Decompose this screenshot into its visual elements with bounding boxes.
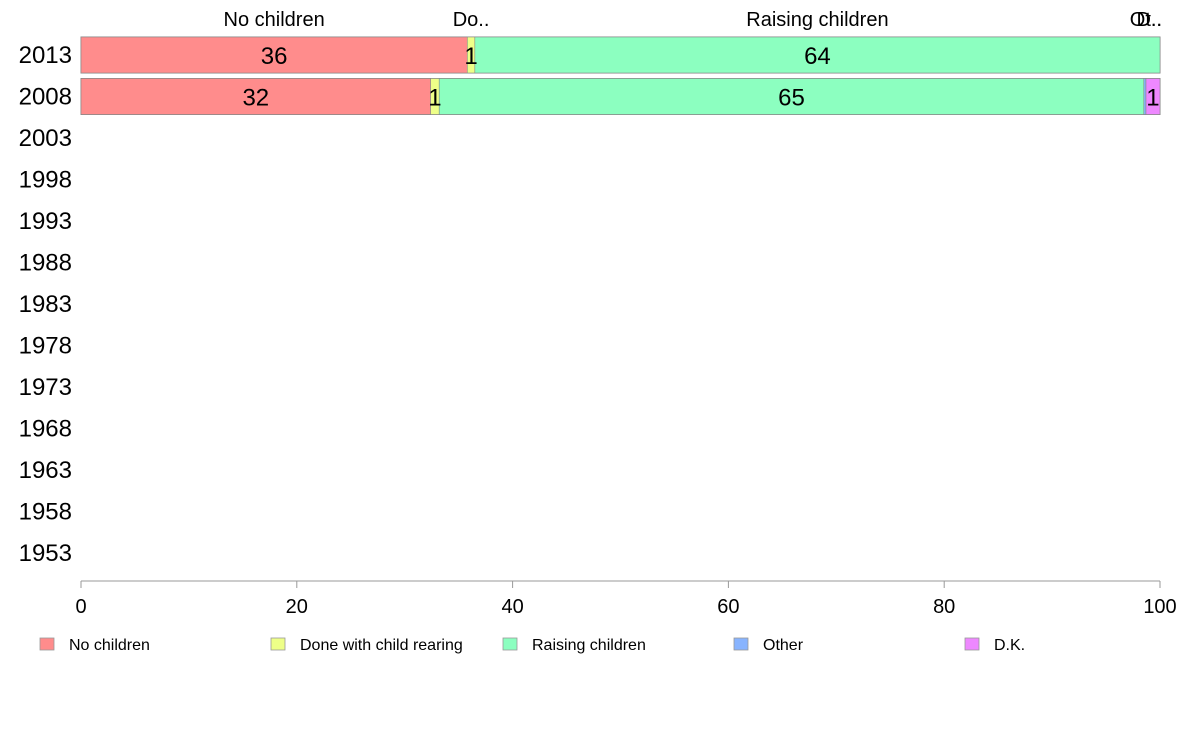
y-tick-label: 2003 (19, 125, 72, 152)
legend-label: D.K. (994, 637, 1025, 654)
bar-segment (438, 78, 1145, 115)
y-tick-label: 2008 (19, 84, 72, 111)
y-tick-label: 2013 (19, 42, 72, 69)
bar-data-label: 65 (778, 85, 805, 112)
legend-swatch (270, 637, 286, 651)
x-tick-label: 100 (1143, 596, 1176, 618)
series-top-label: D.. (1136, 9, 1162, 31)
y-tick-label: 1983 (19, 291, 72, 318)
x-tick-label: 80 (933, 596, 955, 618)
bar-data-label: 1 (464, 43, 477, 70)
x-tick-label: 0 (75, 596, 86, 618)
legend-item: Other (733, 637, 804, 654)
bar-data-label: 36 (261, 43, 288, 70)
legend-swatch (502, 637, 518, 651)
bar-data-label: 32 (242, 85, 269, 112)
series-top-label: No children (224, 9, 325, 31)
y-tick-label: 1963 (19, 457, 72, 484)
y-tick-label: 1973 (19, 374, 72, 401)
series-top-label: Raising children (746, 9, 888, 31)
y-tick-label: 1988 (19, 250, 72, 277)
legend-swatch (39, 637, 55, 651)
y-tick-label: 1968 (19, 416, 72, 443)
x-axis: 0 20 40 60 80 100 (75, 580, 1177, 618)
legend-label: Other (763, 637, 804, 654)
bar-segment (80, 36, 468, 74)
x-tick-label: 40 (501, 596, 523, 618)
y-tick-label: 1978 (19, 333, 72, 360)
legend-item: No children (39, 637, 150, 654)
legend: No children Done with child rearing Raisin… (39, 637, 1025, 654)
legend-item: Done with child rearing (270, 637, 463, 654)
y-tick-label: 1953 (19, 540, 72, 567)
bar-labels-layer: 36 1 64 32 1 65 1 (242, 43, 1159, 112)
legend-label: Done with child rearing (300, 637, 463, 654)
bar-data-label: 1 (1146, 85, 1159, 112)
bar-data-label: 1 (428, 85, 441, 112)
x-tick-label: 20 (286, 596, 308, 618)
y-axis: 2013 2008 2003 1998 1993 1988 1983 1978 1973 1968… (19, 42, 72, 567)
y-tick-label: 1998 (19, 167, 72, 194)
y-tick-label: 1993 (19, 208, 72, 235)
legend-swatch (733, 637, 749, 651)
series-top-label: Do.. (453, 9, 490, 31)
bar-segment (80, 78, 431, 115)
legend-swatch (964, 637, 980, 651)
bar-segment (474, 36, 1161, 74)
legend-item: D.K. (964, 637, 1025, 654)
series-top-labels: No children Do.. Raising children Ot..D.. (224, 9, 1162, 31)
x-tick-label: 60 (717, 596, 739, 618)
series-top-label: Ot.. (1130, 9, 1162, 31)
legend-label: Raising children (532, 637, 646, 654)
bars-layer (80, 36, 1161, 115)
y-tick-label: 1958 (19, 499, 72, 526)
legend-label: No children (69, 637, 150, 654)
legend-item: Raising children (502, 637, 646, 654)
bar-data-label: 64 (804, 43, 831, 70)
bar-segment (1145, 78, 1161, 115)
